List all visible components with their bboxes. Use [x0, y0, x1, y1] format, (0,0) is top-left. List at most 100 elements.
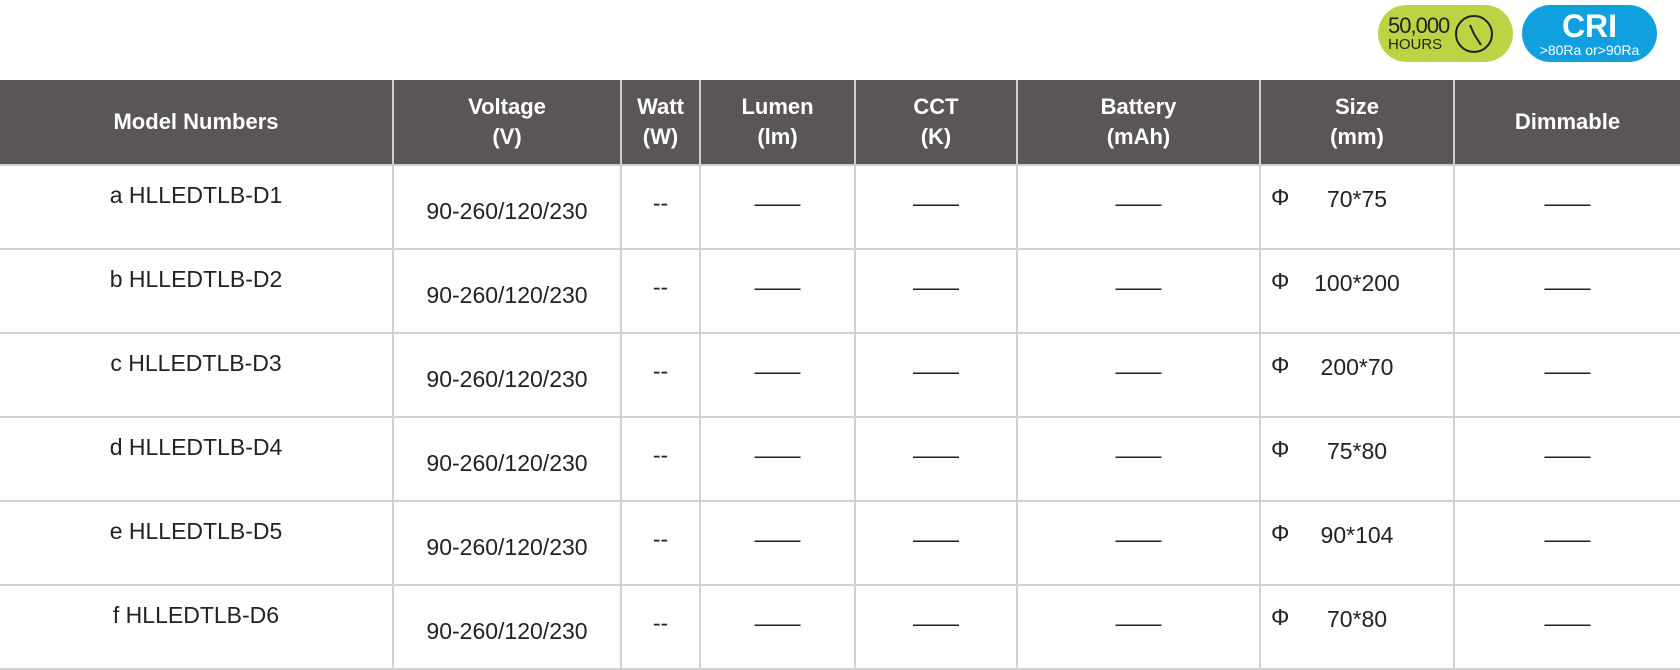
cct-cell: ——: [855, 501, 1018, 586]
battery: ——: [1115, 609, 1162, 636]
model-number: d HLLEDTLB-D4: [109, 433, 283, 460]
battery: ——: [1115, 441, 1162, 468]
header-text: Battery: [1100, 94, 1177, 119]
voltage-cell: 90-260/120/230: [393, 417, 622, 502]
header-text: (mAh): [1106, 124, 1171, 149]
voltage-cell: 90-260/120/230: [393, 249, 622, 334]
lumen: ——: [754, 189, 801, 216]
dimmable: ——: [1544, 357, 1591, 384]
voltage: 90-260/120/230: [426, 533, 588, 560]
watt-cell: --: [621, 249, 701, 334]
voltage-cell: 90-260/120/230: [393, 333, 622, 418]
table-row: b HLLEDTLB-D2 90-260/120/230 -- —— —— ——…: [0, 249, 1680, 334]
cct: ——: [913, 441, 959, 468]
dimmable-cell: ——: [1454, 501, 1680, 586]
header-text: (lm): [757, 124, 798, 149]
column-header: CCT (K): [855, 80, 1018, 166]
battery-cell: ——: [1017, 333, 1261, 418]
size: 70*75: [1326, 186, 1388, 212]
diameter-symbol: Φ: [1271, 268, 1290, 294]
diameter-symbol: Φ: [1271, 436, 1290, 462]
size: 90*104: [1320, 522, 1394, 548]
header-text: Model Numbers: [113, 109, 279, 134]
size-cell: Φ 90*104: [1260, 501, 1455, 586]
model-number: b HLLEDTLB-D2: [109, 265, 283, 292]
size: 75*80: [1326, 438, 1388, 464]
model-cell: b HLLEDTLB-D2: [0, 249, 394, 334]
cct-cell: ——: [855, 417, 1018, 502]
size-cell: Φ 100*200: [1260, 249, 1455, 334]
watt: --: [652, 609, 669, 636]
size: 70*80: [1326, 606, 1388, 632]
cct-cell: ——: [855, 333, 1018, 418]
size-cell: Φ 75*80: [1260, 417, 1455, 502]
cct-cell: ——: [855, 585, 1018, 670]
dimmable: ——: [1544, 441, 1591, 468]
battery: ——: [1115, 525, 1162, 552]
spec-table: Model Numbers Voltage (V) Watt (W) Lumen (lm) C…: [0, 80, 1680, 670]
table-row: d HLLEDTLB-D4 90-260/120/230 -- —— —— ——…: [0, 417, 1680, 502]
diameter-symbol: Φ: [1271, 184, 1290, 210]
header-text: (V): [492, 124, 522, 149]
header-text: (mm): [1330, 124, 1384, 149]
header-text: Watt: [637, 94, 684, 119]
cct-cell: ——: [855, 165, 1018, 250]
voltage: 90-260/120/230: [426, 281, 588, 308]
model-number: e HLLEDTLB-D5: [109, 517, 283, 544]
voltage-cell: 90-260/120/230: [393, 165, 622, 250]
header-row: Model Numbers Voltage (V) Watt (W) Lumen (lm) C…: [0, 80, 1680, 166]
lumen: ——: [754, 357, 801, 384]
cct: ——: [913, 273, 959, 300]
cri-subtitle: >80Ra or>90Ra: [1539, 41, 1640, 58]
model-number: c HLLEDTLB-D3: [110, 349, 282, 376]
cri-badge: CRI >80Ra or>90Ra: [1522, 5, 1657, 62]
cct: ——: [913, 357, 959, 384]
lumen-cell: ——: [700, 165, 856, 250]
dimmable-cell: ——: [1454, 417, 1680, 502]
column-header: Size (mm): [1260, 80, 1455, 166]
table-row: e HLLEDTLB-D5 90-260/120/230 -- —— —— ——…: [0, 501, 1680, 586]
cct: ——: [913, 189, 959, 216]
lumen-cell: ——: [700, 249, 856, 334]
voltage: 90-260/120/230: [426, 449, 588, 476]
dimmable: ——: [1544, 189, 1591, 216]
cct-cell: ——: [855, 249, 1018, 334]
model-cell: e HLLEDTLB-D5: [0, 501, 394, 586]
size-cell: Φ 200*70: [1260, 333, 1455, 418]
lumen-cell: ——: [700, 585, 856, 670]
watt: --: [652, 441, 669, 468]
cct: ——: [913, 609, 959, 636]
header-text: (K): [920, 124, 952, 149]
battery: ——: [1115, 357, 1162, 384]
column-header: Model Numbers: [0, 80, 394, 166]
header-text: Lumen: [741, 94, 814, 119]
battery: ——: [1115, 189, 1162, 216]
header-text: Size: [1334, 94, 1380, 119]
header-text: CCT: [913, 94, 959, 119]
dimmable-cell: ——: [1454, 333, 1680, 418]
lumen: ——: [754, 609, 801, 636]
voltage-cell: 90-260/120/230: [393, 585, 622, 670]
battery: ——: [1115, 273, 1162, 300]
lumen-cell: ——: [700, 333, 856, 418]
cct: ——: [913, 525, 959, 552]
voltage: 90-260/120/230: [426, 365, 588, 392]
diameter-symbol: Φ: [1271, 520, 1290, 546]
lifetime-badge: 50,000 HOURS: [1378, 5, 1513, 62]
model-cell: a HLLEDTLB-D1: [0, 165, 394, 250]
lumen: ——: [754, 525, 801, 552]
dimmable: ——: [1544, 609, 1591, 636]
dimmable: ——: [1544, 525, 1591, 552]
lumen-cell: ——: [700, 417, 856, 502]
battery-cell: ——: [1017, 585, 1261, 670]
diameter-symbol: Φ: [1271, 352, 1290, 378]
battery-cell: ——: [1017, 501, 1261, 586]
watt-cell: --: [621, 585, 701, 670]
diameter-symbol: Φ: [1271, 604, 1290, 630]
table-row: c HLLEDTLB-D3 90-260/120/230 -- —— —— ——…: [0, 333, 1680, 418]
column-header: Watt (W): [621, 80, 701, 166]
watt-cell: --: [621, 501, 701, 586]
table-row: f HLLEDTLB-D6 90-260/120/230 -- —— —— ——…: [0, 585, 1680, 670]
dimmable: ——: [1544, 273, 1591, 300]
dimmable-cell: ——: [1454, 165, 1680, 250]
